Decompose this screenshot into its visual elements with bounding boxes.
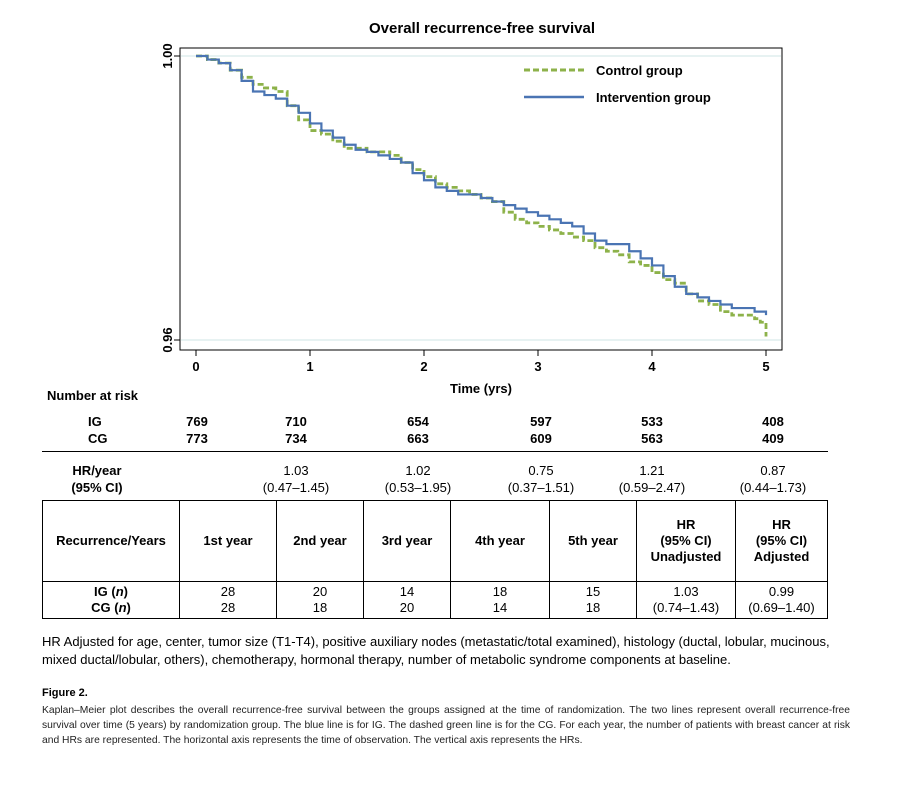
cell-hr-unadjusted: 1.03 (673, 584, 699, 599)
table-header-cell: HR (95% CI) Adjusted (735, 500, 828, 582)
cell-cg-y4: 14 (492, 600, 508, 615)
hr-year-2-ci: (0.53–1.95) (384, 480, 452, 495)
row-label-cg: CG (n) (91, 600, 131, 615)
table-row: IG (n) CG (n) 28 28 20 18 14 20 18 14 15 18 1… (42, 581, 828, 619)
cell-ig-y1: 28 (220, 584, 236, 599)
risk-ig-4: 533 (641, 414, 663, 429)
table-header-cell: 2nd year (276, 500, 364, 582)
row-label-cg-n: n (118, 600, 127, 615)
cell-cg-y3: 20 (399, 600, 415, 615)
risk-cg-2: 663 (407, 431, 429, 446)
cell-cg-y2: 18 (312, 600, 328, 615)
cell-cg-y1: 28 (220, 600, 236, 615)
footnote: HR Adjusted for age, center, tumor size … (42, 634, 830, 667)
table-header-cell: 1st year (179, 500, 277, 582)
cell-cg-y5: 18 (585, 600, 601, 615)
series-layer (196, 54, 768, 337)
table-cell: 15 18 (549, 581, 637, 619)
km-chart: Overall recurrence-free survival 0 1 2 3 4 50… (160, 20, 783, 396)
table-header-cell: 4th year (450, 500, 550, 582)
hr-year-label: HR/year (95% CI) (42, 462, 152, 496)
row-label-ig: IG (n) (94, 584, 128, 599)
grid-layer (181, 55, 781, 341)
chart-title: Overall recurrence-free survival (369, 20, 595, 37)
hr-year-3-value: 0.75 (528, 463, 554, 478)
table-header-cell: 3rd year (363, 500, 451, 582)
y-tick-label: 0.96 (160, 327, 175, 352)
table-header-row: Recurrence/Years 1st year 2nd year 3rd y… (42, 500, 828, 582)
table-cell: 18 14 (450, 581, 550, 619)
risk-cg-0: 773 (186, 431, 208, 446)
cell-ig-y3: 14 (399, 584, 415, 599)
x-tick-label: 1 (306, 359, 313, 374)
hr-year-3: 0.75 (0.37–1.51) (486, 462, 596, 496)
hr-year-label-line1: HR/year (72, 463, 122, 478)
hr-year-4-value: 1.21 (639, 463, 665, 478)
row-label-ig-n: n (115, 584, 124, 599)
table-header-cell: Recurrence/Years (42, 500, 180, 582)
risk-ig-3: 597 (530, 414, 552, 429)
figure-label: Figure 2. (42, 687, 88, 699)
hr-year-4-ci: (0.59–2.47) (618, 480, 686, 495)
table-cell: 0.99 (0.69–1.40) (735, 581, 828, 619)
hr-year-3-ci: (0.37–1.51) (507, 480, 575, 495)
hr-year-1-value: 1.03 (283, 463, 309, 478)
risk-ig-1: 710 (285, 414, 307, 429)
hr-year-5-value: 0.87 (760, 463, 786, 478)
hr-year-2-value: 1.02 (405, 463, 431, 478)
risk-header: Number at risk (47, 388, 139, 403)
hr-year-2: 1.02 (0.53–1.95) (363, 462, 473, 496)
risk-cg-4: 563 (641, 431, 663, 446)
axis-layer: 0 1 2 3 4 5 0.96 1.00 (160, 43, 770, 374)
table-header-cell: 5th year (549, 500, 637, 582)
risk-divider (42, 451, 828, 452)
x-tick-label: 3 (534, 359, 541, 374)
risk-row-cg-label: CG (88, 431, 108, 446)
recurrence-table: Recurrence/Years 1st year 2nd year 3rd y… (42, 500, 828, 619)
x-axis-label: Time (yrs) (450, 381, 512, 396)
cell-ig-y2: 20 (312, 584, 328, 599)
row-label-cg-text: CG (91, 600, 111, 615)
x-tick-label: 0 (192, 359, 199, 374)
cell-ig-y5: 15 (585, 584, 601, 599)
x-tick-label: 5 (762, 359, 769, 374)
cell-hr-unadjusted-ci: (0.74–1.43) (652, 600, 720, 615)
cell-hr-adjusted: 0.99 (768, 584, 795, 599)
table-row-labels: IG (n) CG (n) (42, 581, 180, 619)
risk-cg-5: 409 (762, 431, 784, 446)
risk-cg-1: 734 (285, 431, 307, 446)
y-tick-label: 1.00 (160, 43, 175, 68)
risk-row-ig-label: IG (88, 414, 102, 429)
row-label-ig-text: IG (94, 584, 108, 599)
hr-year-4: 1.21 (0.59–2.47) (597, 462, 707, 496)
legend-label: Intervention group (596, 90, 711, 105)
risk-ig-2: 654 (407, 414, 429, 429)
risk-ig-5: 408 (762, 414, 784, 429)
plot-frame (179, 47, 783, 351)
table-cell: 20 18 (276, 581, 364, 619)
cell-hr-adjusted-ci: (0.69–1.40) (748, 600, 815, 615)
legend-label: Control group (596, 63, 683, 78)
x-tick-label: 4 (648, 359, 656, 374)
risk-cg-3: 609 (530, 431, 552, 446)
intervention-group-line (196, 54, 768, 316)
table-header-cell: HR (95% CI) Unadjusted (636, 500, 736, 582)
table-cell: 14 20 (363, 581, 451, 619)
legend: Control group Intervention group (524, 63, 711, 105)
figure-caption: Kaplan–Meier plot describes the overall … (42, 705, 850, 746)
risk-ig-0: 769 (186, 414, 208, 429)
hr-year-1-ci: (0.47–1.45) (262, 480, 330, 495)
hr-year-1: 1.03 (0.47–1.45) (241, 462, 351, 496)
table-cell: 1.03 (0.74–1.43) (636, 581, 736, 619)
hr-year-label-line2: (95% CI) (71, 480, 123, 495)
hr-year-5: 0.87 (0.44–1.73) (718, 462, 828, 496)
x-tick-label: 2 (420, 359, 427, 374)
hr-year-5-ci: (0.44–1.73) (739, 480, 807, 495)
cell-ig-y4: 18 (492, 584, 508, 599)
table-cell: 28 28 (179, 581, 277, 619)
